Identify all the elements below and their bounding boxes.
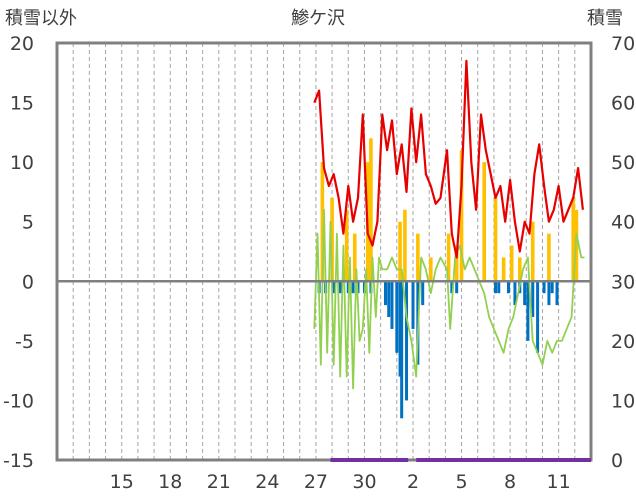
negative-bar [513,281,517,306]
negative-bar [338,281,342,294]
negative-bar [555,281,559,306]
negative-bar [387,281,391,318]
series-lines [313,59,585,390]
negative-bar [536,281,540,353]
left-tick-label: -5 [15,331,34,353]
left-tick-label: -10 [3,390,34,412]
right-tick-label: 50 [611,152,635,174]
left-tick-label: 15 [10,93,34,115]
left-tick-label: 20 [10,33,34,55]
negative-bar [390,281,394,329]
negative-bar [550,281,554,294]
snow_depth-line [313,59,584,259]
right-tick-label: 0 [611,450,623,472]
negative-bar [526,281,530,341]
snowfall-bar [330,197,334,282]
negative-bar [542,281,546,294]
right-tick-label: 40 [611,212,635,234]
negative-bar [497,281,501,294]
negative-bar [523,281,527,306]
right-tick-label: 10 [611,390,635,412]
negative-bar [455,281,459,294]
left-axis-ticks: 20 15 10 5 0 -5 -10 -15 [3,33,34,472]
snowfall-bar [320,162,325,282]
left-tick-label: 0 [22,271,34,293]
negative-bar [411,281,415,329]
snowfall-bar [429,257,433,282]
x-tick-label: 8 [504,471,516,493]
x-tick-label: 24 [255,471,279,493]
negative-bar [400,281,404,419]
left-tick-label: 10 [10,152,34,174]
bottom-band-segment [330,458,409,462]
snowfall-bar [530,221,535,282]
right-tick-label: 70 [611,33,635,55]
snowfall-bar [509,245,514,282]
negative-bar [450,281,454,294]
right-axis-ticks: 70 60 50 40 30 20 10 0 [611,33,635,472]
negative-bar [405,281,409,401]
x-tick-label: 11 [547,471,571,493]
negative-bar [332,281,336,294]
x-tick-label: 27 [304,471,328,493]
bottom-band-segment [416,458,591,462]
right-tick-label: 20 [611,331,635,353]
chart-title: 鯵ケ沢 [291,8,345,29]
x-axis-ticks: 15 18 21 24 27 30 2 5 8 11 [110,471,571,493]
x-tick-label: 2 [407,471,419,493]
snowfall-bar [571,197,575,282]
snowfall-bar [459,150,464,282]
x-tick-label: 15 [110,471,134,493]
negative-bar [506,281,510,294]
bottom-band [330,458,591,462]
negative-bar [395,281,399,353]
negative-bar [547,281,551,306]
snowfall-bar [344,209,349,282]
negative-bar [421,281,425,306]
snowfall-bar [403,209,407,282]
x-tick-label: 18 [158,471,182,493]
right-tick-label: 30 [611,271,635,293]
x-tick-label: 5 [455,471,467,493]
x-tick-label: 21 [207,471,231,493]
left-axis-label: 積雪以外 [5,8,77,29]
negative-bar [383,281,387,306]
snowfall-bar [352,233,357,282]
snowfall-bar [398,221,402,282]
snowfall-bar [416,233,420,282]
plot-frame [55,41,593,462]
left-tick-label: -15 [3,450,34,472]
negative-bar [494,281,498,294]
snowfall-bar [493,197,498,282]
left-tick-label: 5 [22,212,34,234]
snowfall-bar [369,138,373,282]
snowfall-bar [482,162,486,282]
snowfall-bar [547,233,551,282]
x-tick-label: 30 [352,471,376,493]
negative-bar [351,281,355,294]
right-axis-label: 積雪 [587,8,623,29]
negative-bar [531,281,535,318]
snowfall-bar [518,257,522,282]
snowfall-bar [446,233,451,282]
snowfall-bar [501,257,506,282]
right-tick-label: 60 [611,93,635,115]
snowfall-bar [454,245,459,282]
negative-bar [398,281,402,377]
